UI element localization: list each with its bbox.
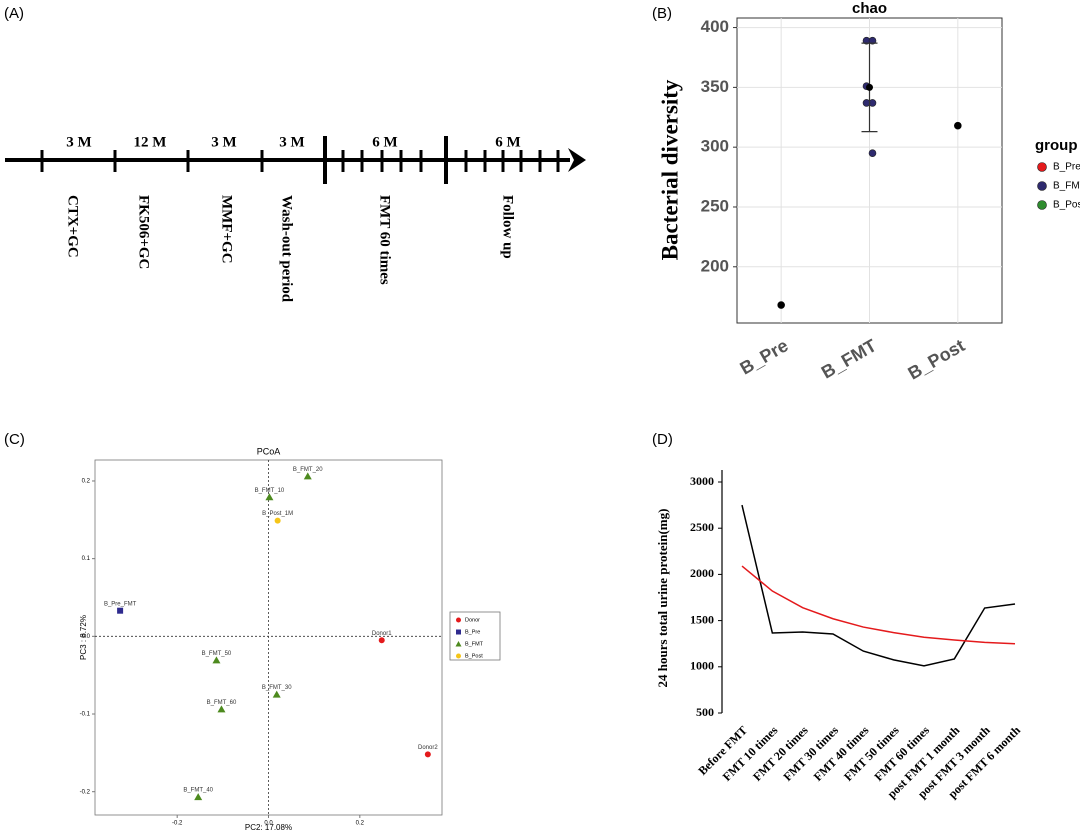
legend-label: B_FMT [1053, 181, 1080, 192]
segment-duration: 3 M [211, 134, 236, 150]
legend-label: B_Post [1053, 200, 1080, 211]
y-tick-label: 500 [696, 705, 714, 719]
data-point [303, 472, 312, 480]
legend-swatch [1037, 162, 1047, 172]
timeline-arrowhead [568, 148, 586, 172]
chart-title: chao [852, 0, 887, 17]
y-tick-label: 2000 [690, 566, 714, 580]
y-tick-label: 1000 [690, 659, 714, 673]
legend-label: B_Post [465, 653, 483, 659]
timeline-ticks [40, 136, 560, 184]
mean-point [954, 122, 962, 130]
chart-title: PCoA [257, 446, 281, 456]
data-point [217, 705, 226, 713]
segment-duration: 6 M [372, 134, 397, 150]
data-point [868, 36, 877, 45]
y-tick-label: 0.0 [82, 634, 91, 640]
y-axis-label: PC3 : 8.72% [79, 615, 88, 660]
data-point [117, 607, 124, 614]
y-tick-label: 300 [701, 137, 729, 156]
y-tick-label: 3000 [690, 474, 714, 488]
segment-label: MMF+GC [219, 195, 235, 264]
segment-label: Wash-out period [279, 195, 295, 303]
segment-label: Follow up [500, 195, 516, 259]
data-point [274, 517, 281, 524]
point-label: Donor2 [418, 745, 438, 751]
legend-swatch [1037, 181, 1047, 191]
y-tick-label: 200 [701, 256, 729, 275]
legend-label: Donor [465, 617, 480, 623]
point-label: B_FMT_20 [293, 467, 323, 473]
y-axis-label: Bacterial diversity [657, 79, 682, 260]
x-tick-label: 0.2 [356, 821, 365, 827]
y-tick-label: 1500 [690, 612, 714, 626]
y-tick-label: -0.2 [80, 789, 91, 795]
y-axis-label: 24 hours total urine protein(mg) [655, 509, 670, 688]
y-tick-label: -0.1 [80, 712, 91, 718]
point-label: B_FMT_30 [262, 685, 292, 691]
x-tick-label: -0.2 [172, 821, 183, 827]
legend-title: group [1035, 137, 1078, 154]
segment-duration: 3 M [279, 134, 304, 150]
segment-label: FK506+GC [136, 195, 152, 269]
legend-label: B_Pre [465, 629, 480, 635]
data-line [741, 504, 1016, 667]
mean-point [866, 83, 873, 91]
x-tick-label: B_Pre [736, 335, 791, 378]
panel-label: (D) [652, 431, 673, 448]
point-label: B_Pre_FMT [104, 601, 137, 607]
legend-label: B_Pre [1053, 162, 1080, 173]
mean-point [777, 301, 785, 309]
segment-label: CTX+GC [65, 195, 81, 258]
legend-swatch [456, 629, 461, 635]
legend-box [449, 611, 501, 661]
legend-swatch [456, 653, 461, 659]
x-tick-label: 0.0 [264, 821, 273, 827]
y-tick-label: 0.2 [82, 479, 91, 485]
point-label: B_Post_1M [262, 511, 293, 517]
legend-swatch [456, 617, 461, 623]
data-point [194, 793, 203, 801]
panel-label: (A) [4, 5, 24, 22]
segment-label: FMT 60 times [377, 195, 393, 285]
legend-swatch [1037, 200, 1047, 210]
point-label: B_FMT_40 [183, 788, 213, 794]
data-line [741, 565, 1016, 645]
point-label: B_FMT_50 [202, 651, 232, 657]
segment-duration: 6 M [495, 134, 520, 150]
segment-duration: 3 M [66, 134, 91, 150]
data-point [265, 493, 274, 501]
data-point [212, 656, 221, 664]
legend-label: B_FMT [465, 641, 484, 647]
y-tick-label: 350 [701, 77, 729, 96]
data-point [272, 690, 281, 698]
x-tick-label: B_FMT [818, 335, 880, 382]
y-tick-label: 0.1 [82, 556, 91, 562]
panel-label: (B) [652, 5, 672, 22]
legend-swatch [455, 641, 462, 647]
data-point [868, 149, 877, 157]
point-label: Donor1 [372, 631, 392, 637]
data-point [378, 637, 385, 644]
y-tick-label: 400 [701, 17, 729, 36]
x-tick-label: B_Post [905, 335, 969, 383]
point-label: B_FMT_10 [255, 488, 285, 494]
y-tick-label: 250 [701, 196, 729, 215]
segment-duration: 12 M [134, 134, 167, 150]
data-point [424, 751, 431, 758]
point-label: B_FMT_60 [207, 700, 237, 706]
y-tick-label: 2500 [690, 520, 714, 534]
x-axis-label: PC2: 17.08% [245, 823, 292, 832]
panel-label: (C) [4, 431, 25, 448]
